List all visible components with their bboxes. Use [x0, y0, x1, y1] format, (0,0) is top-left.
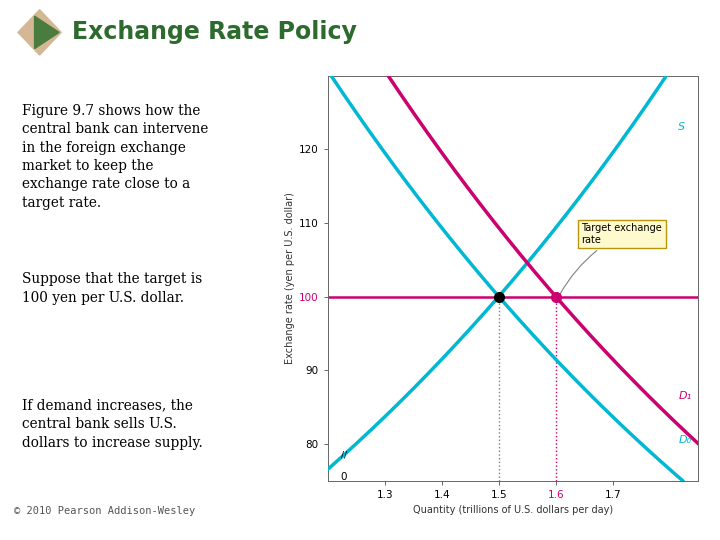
Text: Suppose that the target is
100 yen per U.S. dollar.: Suppose that the target is 100 yen per U…: [22, 272, 202, 305]
Polygon shape: [18, 10, 61, 55]
Text: D₀: D₀: [678, 435, 691, 445]
Text: 0: 0: [341, 472, 347, 482]
Polygon shape: [35, 16, 59, 49]
Text: Figure 9.7 shows how the
central bank can intervene
in the foreign exchange
mark: Figure 9.7 shows how the central bank ca…: [22, 104, 209, 210]
Text: //: //: [341, 450, 346, 460]
Text: D₁: D₁: [678, 391, 691, 401]
Text: If demand increases, the
central bank sells U.S.
dollars to increase supply.: If demand increases, the central bank se…: [22, 399, 203, 449]
Text: © 2010 Pearson Addison-Wesley: © 2010 Pearson Addison-Wesley: [14, 506, 196, 516]
Text: Exchange Rate Policy: Exchange Rate Policy: [72, 21, 357, 44]
X-axis label: Quantity (trillions of U.S. dollars per day): Quantity (trillions of U.S. dollars per …: [413, 505, 613, 515]
Text: Target exchange
rate: Target exchange rate: [560, 224, 662, 294]
Text: S: S: [678, 122, 685, 132]
Y-axis label: Exchange rate (yen per U.S. dollar): Exchange rate (yen per U.S. dollar): [284, 192, 294, 364]
